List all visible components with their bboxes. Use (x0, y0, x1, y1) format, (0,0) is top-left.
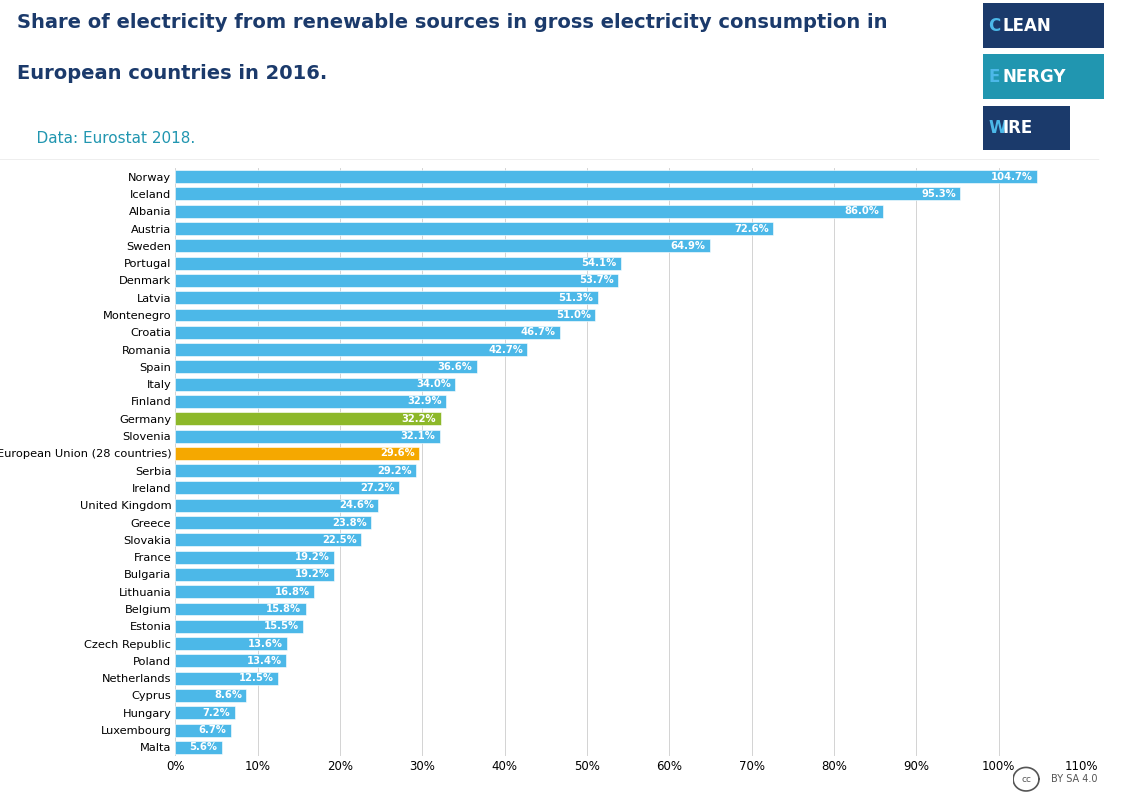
Text: Data: Eurostat 2018.: Data: Eurostat 2018. (17, 131, 195, 146)
Text: 6.7%: 6.7% (198, 725, 226, 735)
Text: W: W (988, 119, 1006, 137)
Text: LEAN: LEAN (1003, 17, 1052, 34)
Bar (175, 516, 371, 529)
Text: 86.0%: 86.0% (844, 206, 880, 216)
Text: 19.2%: 19.2% (294, 552, 329, 562)
Text: 72.6%: 72.6% (735, 223, 769, 234)
Text: 13.6%: 13.6% (248, 638, 283, 649)
Bar (175, 637, 288, 650)
Text: 24.6%: 24.6% (338, 500, 374, 510)
Text: 19.2%: 19.2% (294, 570, 329, 579)
Bar (175, 170, 1037, 183)
Bar (175, 586, 314, 598)
Text: 32.2%: 32.2% (402, 414, 437, 424)
Text: 22.5%: 22.5% (321, 535, 357, 545)
Text: European countries in 2016.: European countries in 2016. (17, 64, 327, 83)
Bar (175, 378, 455, 390)
Text: 95.3%: 95.3% (921, 189, 955, 199)
Text: 51.3%: 51.3% (559, 293, 593, 302)
Bar (175, 550, 334, 564)
Bar (175, 430, 439, 442)
Bar (175, 257, 620, 270)
Bar (175, 620, 303, 633)
Text: Share of electricity from renewable sources in gross electricity consumption in: Share of electricity from renewable sour… (17, 13, 887, 32)
Bar (175, 568, 334, 581)
Bar (175, 187, 960, 201)
Text: 23.8%: 23.8% (333, 518, 367, 527)
Text: BY SA 4.0: BY SA 4.0 (1050, 774, 1097, 784)
Text: 29.2%: 29.2% (377, 466, 412, 476)
Bar (983, 54, 1104, 99)
Text: 36.6%: 36.6% (438, 362, 473, 372)
Text: 15.8%: 15.8% (266, 604, 301, 614)
Bar (175, 672, 278, 685)
Bar (175, 222, 773, 235)
Text: NERGY: NERGY (1003, 68, 1066, 86)
Bar (175, 412, 440, 426)
Text: 54.1%: 54.1% (582, 258, 617, 268)
Bar (175, 360, 477, 374)
Bar (175, 447, 419, 460)
Bar (175, 654, 285, 667)
Bar (175, 291, 598, 304)
Text: 34.0%: 34.0% (417, 379, 452, 389)
Text: 15.5%: 15.5% (264, 622, 299, 631)
Text: 53.7%: 53.7% (578, 275, 614, 286)
Bar (175, 482, 400, 494)
Text: IRE: IRE (1003, 119, 1034, 137)
Bar (175, 602, 306, 615)
Bar (175, 395, 446, 408)
Bar (175, 343, 528, 356)
Text: 29.6%: 29.6% (380, 448, 415, 458)
Bar (175, 326, 560, 338)
Text: 12.5%: 12.5% (239, 673, 274, 683)
Text: 27.2%: 27.2% (361, 483, 395, 493)
Text: 104.7%: 104.7% (992, 172, 1034, 182)
Bar (175, 534, 361, 546)
Bar (175, 723, 231, 737)
Text: 13.4%: 13.4% (247, 656, 282, 666)
Bar (983, 3, 1104, 48)
Bar (175, 239, 710, 252)
Text: 32.9%: 32.9% (408, 397, 443, 406)
Bar (983, 106, 1070, 150)
Text: 5.6%: 5.6% (189, 742, 217, 752)
Text: cc: cc (1021, 774, 1031, 784)
Text: 42.7%: 42.7% (488, 345, 523, 354)
Bar (175, 689, 247, 702)
Text: 64.9%: 64.9% (670, 241, 705, 251)
Bar (175, 498, 378, 512)
Bar (175, 464, 415, 477)
Bar (175, 274, 618, 287)
Bar (175, 741, 222, 754)
Text: 32.1%: 32.1% (401, 431, 436, 441)
Text: 46.7%: 46.7% (521, 327, 556, 338)
Text: E: E (988, 68, 1000, 86)
Text: 16.8%: 16.8% (275, 586, 310, 597)
Bar (175, 205, 883, 218)
Text: 51.0%: 51.0% (556, 310, 591, 320)
Text: C: C (988, 17, 1001, 34)
Bar (175, 309, 595, 322)
Text: 7.2%: 7.2% (203, 708, 231, 718)
Bar (175, 706, 234, 719)
Text: 8.6%: 8.6% (214, 690, 242, 701)
